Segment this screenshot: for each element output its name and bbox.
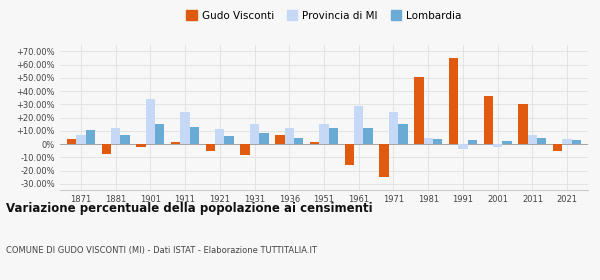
Bar [562,139,572,144]
Bar [111,127,120,144]
Bar [181,112,190,144]
Bar [155,123,164,144]
Bar [458,144,467,149]
Bar [484,96,493,144]
Bar [449,58,458,144]
Bar [250,124,259,144]
Bar [329,128,338,144]
Bar [414,76,424,144]
Bar [284,128,294,144]
Bar [528,136,537,144]
Bar [433,139,442,144]
Bar [241,144,250,155]
Bar [136,144,146,147]
Bar [101,144,111,154]
Legend: Gudo Visconti, Provincia di MI, Lombardia: Gudo Visconti, Provincia di MI, Lombardi… [182,6,466,25]
Bar [120,136,130,144]
Bar [67,139,76,144]
Bar [502,141,512,144]
Bar [379,144,389,177]
Bar [310,142,319,144]
Bar [215,129,224,144]
Bar [171,142,181,144]
Bar [364,128,373,144]
Text: Variazione percentuale della popolazione ai censimenti: Variazione percentuale della popolazione… [6,202,373,214]
Bar [259,134,269,144]
Bar [275,135,284,144]
Bar [572,140,581,144]
Bar [319,124,329,144]
Bar [424,138,433,144]
Bar [493,144,502,147]
Bar [354,106,364,144]
Bar [553,144,562,151]
Bar [518,104,528,144]
Bar [146,99,155,144]
Bar [224,136,234,144]
Bar [537,138,547,144]
Bar [294,138,304,144]
Bar [190,127,199,144]
Bar [344,144,354,165]
Bar [398,124,407,144]
Bar [389,112,398,144]
Text: COMUNE DI GUDO VISCONTI (MI) - Dati ISTAT - Elaborazione TUTTITALIA.IT: COMUNE DI GUDO VISCONTI (MI) - Dati ISTA… [6,246,317,255]
Bar [467,140,477,144]
Bar [76,136,86,144]
Bar [206,144,215,151]
Bar [86,130,95,144]
